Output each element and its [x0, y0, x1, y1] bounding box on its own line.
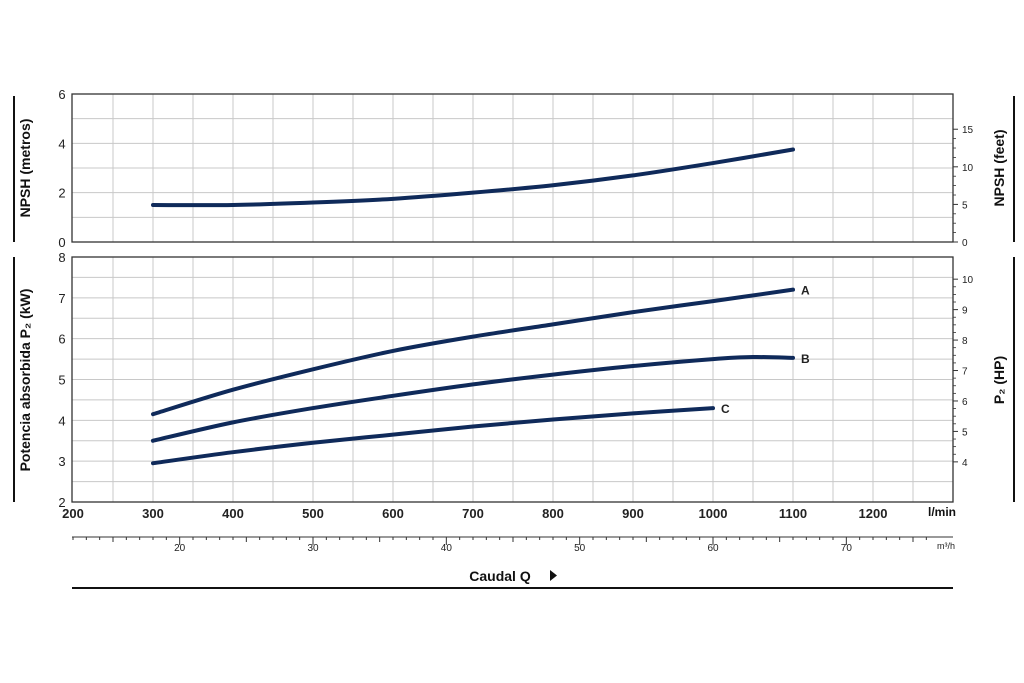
curve-power-A	[151, 287, 795, 417]
curve-label-A: A	[801, 284, 810, 298]
caudal-axis-title: Caudal Q	[469, 568, 531, 584]
curve-layer	[151, 147, 795, 466]
y-tick-label: 6	[58, 332, 65, 347]
plot-frame	[71, 93, 954, 243]
frame-layer	[13, 93, 1015, 589]
x-lpm-tick-label: 600	[382, 506, 404, 521]
x-m3h-tick-label: 70	[841, 543, 853, 554]
curve-power-C	[151, 406, 715, 466]
y2-tick-label: 15	[962, 125, 974, 136]
x-lpm-tick-label: 700	[462, 506, 484, 521]
y2-tick-label: 4	[962, 458, 968, 469]
y2-tick-label: 10	[962, 275, 974, 286]
y2-tick-label: 5	[962, 427, 968, 438]
plot-frame	[71, 256, 954, 503]
arrow-right-icon	[550, 570, 557, 581]
y-tick-label: 7	[58, 291, 65, 306]
npsh-metros-axis-title: NPSH (metros)	[17, 119, 33, 218]
y2-tick-label: 5	[962, 200, 968, 211]
x-lpm-tick-label: 200	[62, 506, 84, 521]
npsh-feet-axis-title: NPSH (feet)	[991, 129, 1007, 206]
y2-tick-label: 7	[962, 367, 968, 378]
x-lpm-tick-label: 1100	[779, 506, 807, 521]
x-m3h-tick-label: 60	[707, 543, 719, 554]
m3h-unit-label: m³/h	[937, 541, 955, 551]
y-tick-label: 6	[58, 87, 65, 102]
y2-tick-label: 10	[962, 163, 974, 174]
y2-tick-label: 6	[962, 397, 968, 408]
y-tick-label: 4	[58, 136, 65, 151]
x-lpm-tick-label: 300	[142, 506, 164, 521]
y-tick-label: 2	[58, 495, 65, 510]
x-lpm-tick-label: 1000	[699, 506, 728, 521]
y-tick-label: 2	[58, 186, 65, 201]
x-lpm-tick-label: 1200	[859, 506, 888, 521]
x-m3h-tick-label: 20	[174, 543, 186, 554]
x-lpm-tick-label: 800	[542, 506, 564, 521]
curve-npsh-series	[151, 147, 795, 208]
y2-tick-label: 0	[962, 238, 968, 249]
grid-layer	[72, 94, 953, 502]
x-m3h-tick-label: 30	[307, 543, 319, 554]
curve-label-C: C	[721, 402, 730, 416]
lpm-unit-label: l/min	[928, 505, 956, 519]
x-m3h-tick-label: 40	[441, 543, 453, 554]
x-m3h-tick-label: 50	[574, 543, 586, 554]
power-kw-axis-title: Potencia absorbida P₂ (kW)	[17, 289, 33, 472]
y-tick-label: 3	[58, 454, 65, 469]
curve-label-B: B	[801, 352, 810, 366]
y-tick-label: 4	[58, 413, 65, 428]
y-tick-label: 5	[58, 373, 65, 388]
x-lpm-tick-label: 900	[622, 506, 644, 521]
curve-power-B	[151, 355, 795, 443]
y2-tick-label: 9	[962, 306, 968, 317]
x-lpm-tick-label: 400	[222, 506, 244, 521]
y-tick-label: 8	[58, 250, 65, 265]
x-lpm-tick-label: 500	[302, 506, 324, 521]
y-tick-label: 0	[58, 235, 65, 250]
y2-tick-label: 8	[962, 336, 968, 347]
power-hp-axis-title: P₂ (HP)	[991, 356, 1007, 404]
